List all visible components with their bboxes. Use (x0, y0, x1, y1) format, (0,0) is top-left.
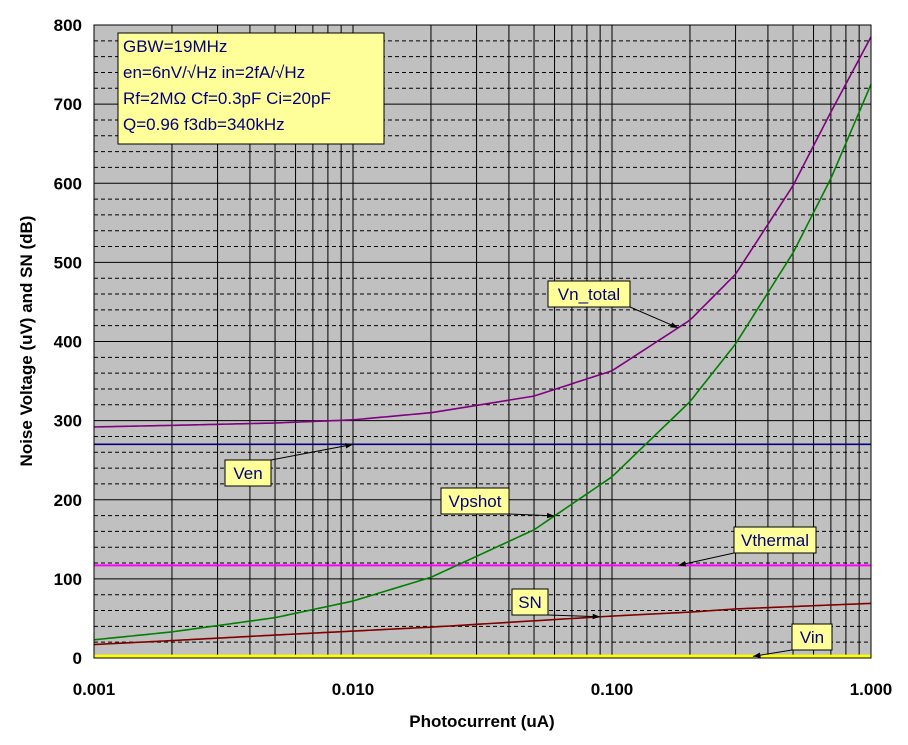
x-axis-title: Photocurrent (uA) (409, 712, 554, 731)
callout-ven: Ven (224, 443, 354, 487)
callout-pointer-line (508, 513, 555, 517)
annotation-box: GBW=19MHz en=6nV/√Hz in=2fA/√Hz Rf=2MΩ C… (117, 32, 385, 145)
callouts: Vn_total Ven Vpshot Vthermal SN Vin (224, 280, 833, 658)
callout-arrowhead (345, 443, 353, 449)
callout-label: Vin (800, 628, 824, 647)
series-line-vpshot (93, 84, 872, 641)
y-tick-label: 600 (54, 174, 82, 193)
annotation-box-background (117, 32, 385, 145)
callout-sn: SN (511, 588, 601, 620)
callout-box (511, 588, 549, 616)
callout-box (440, 487, 510, 515)
callout-label: Vthermal (741, 531, 809, 550)
annotation-line-4: Q=0.96 f3db=340kHz (123, 115, 285, 134)
plot-border (93, 24, 872, 659)
y-axis-title: Noise Voltage (uV) and SN (dB) (17, 216, 36, 467)
annotation-line-1: GBW=19MHz (123, 37, 227, 56)
callout-vpshot: Vpshot (440, 487, 555, 519)
callout-label: SN (518, 593, 542, 612)
y-tick-label: 100 (54, 570, 82, 589)
callout-vin: Vin (752, 623, 833, 658)
callout-arrowhead (592, 613, 601, 620)
y-tick-label: 700 (54, 95, 82, 114)
callout-arrowhead (546, 512, 555, 519)
callout-label: Vn_total (558, 285, 620, 304)
x-axis: 0.001 0.010 0.100 1.000 (73, 680, 893, 699)
callout-box (224, 459, 272, 487)
callout-label: Ven (233, 464, 262, 483)
series-layer (93, 36, 872, 659)
x-tick-label: 1.000 (850, 680, 893, 699)
y-tick-label: 300 (54, 412, 82, 431)
callout-box (791, 623, 833, 651)
callout-label: Vpshot (449, 492, 502, 511)
x-tick-label: 0.010 (332, 680, 375, 699)
callout-vthermal: Vthermal (678, 526, 817, 567)
callout-box (547, 280, 631, 308)
y-tick-label: 200 (54, 491, 82, 510)
y-axis: 0 100 200 300 400 500 600 700 800 (54, 16, 82, 668)
y-tick-label: 0 (73, 649, 82, 668)
callout-arrowhead (752, 652, 761, 658)
x-tick-label: 0.100 (591, 680, 634, 699)
callout-box (733, 526, 817, 554)
y-tick-label: 800 (54, 16, 82, 35)
annotation-line-3: Rf=2MΩ Cf=0.3pF Ci=20pF (123, 89, 331, 108)
y-tick-label: 500 (54, 253, 82, 272)
series-line-vn_total (93, 36, 872, 428)
callout-pointer-line (678, 552, 735, 566)
callout-arrowhead (670, 322, 679, 328)
annotation-line-2: en=6nV/√Hz in=2fA/√Hz (123, 63, 305, 82)
callout-pointer-line (270, 443, 354, 461)
callout-pointer-line (629, 306, 679, 329)
y-tick-label: 400 (54, 333, 82, 352)
callout-vn_total: Vn_total (547, 280, 679, 329)
x-tick-label: 0.001 (73, 680, 116, 699)
series-line-sn (93, 602, 872, 646)
callout-arrowhead (678, 561, 687, 567)
callout-pointer-line (547, 614, 601, 618)
